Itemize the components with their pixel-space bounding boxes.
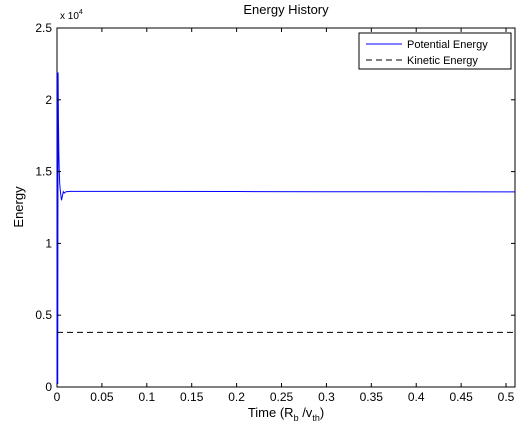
y-tick-label: 0 xyxy=(45,380,52,394)
legend-label-potential: Potential Energy xyxy=(407,39,488,51)
x-label-sub2: th xyxy=(312,413,320,423)
x-axis-label: Time (Rb /vth) xyxy=(248,405,324,423)
y-multiplier-base: x 10 xyxy=(60,11,79,22)
x-axis-ticks: 0 0.05 0.1 0.15 0.2 0.25 0.3 0.35 0.4 0.45 0.5 xyxy=(54,28,515,404)
x-tick-label: 0.25 xyxy=(270,390,294,404)
y-tick-label: 0.5 xyxy=(35,308,52,322)
x-label-mid: /v xyxy=(299,405,313,420)
x-tick-label: 0.1 xyxy=(138,390,155,404)
x-tick-label: 0.5 xyxy=(498,390,515,404)
y-multiplier-exponent: 4 xyxy=(79,9,83,16)
legend: Potential Energy Kinetic Energy xyxy=(358,32,512,70)
x-label-sub1: b xyxy=(294,413,299,423)
x-tick-label: 0 xyxy=(54,390,61,404)
chart-title: Energy History xyxy=(243,2,329,17)
y-tick-label: 1.5 xyxy=(35,165,52,179)
x-tick-label: 0.05 xyxy=(90,390,114,404)
x-tick-label: 0.35 xyxy=(360,390,384,404)
series-line-potential-energy xyxy=(56,72,515,388)
x-tick-label: 0.2 xyxy=(228,390,245,404)
y-tick-label: 2.5 xyxy=(35,21,52,35)
legend-label-kinetic: Kinetic Energy xyxy=(407,55,478,67)
y-axis-multiplier: x 104 xyxy=(60,9,83,22)
y-axis-label: Energy xyxy=(11,186,26,228)
x-tick-label: 0.3 xyxy=(318,390,335,404)
y-tick-label: 1 xyxy=(45,236,52,250)
plot-area xyxy=(56,27,516,388)
x-label-main: Time (R xyxy=(248,405,294,420)
x-tick-label: 0.15 xyxy=(180,390,204,404)
x-label-end: ) xyxy=(320,405,324,420)
y-axis-ticks: 0 0.5 1 1.5 2 2.5 xyxy=(35,21,515,394)
y-tick-label: 2 xyxy=(45,93,52,107)
x-tick-label: 0.4 xyxy=(408,390,425,404)
x-tick-label: 0.45 xyxy=(449,390,473,404)
legend-box xyxy=(358,32,512,70)
series-layer xyxy=(56,72,515,388)
